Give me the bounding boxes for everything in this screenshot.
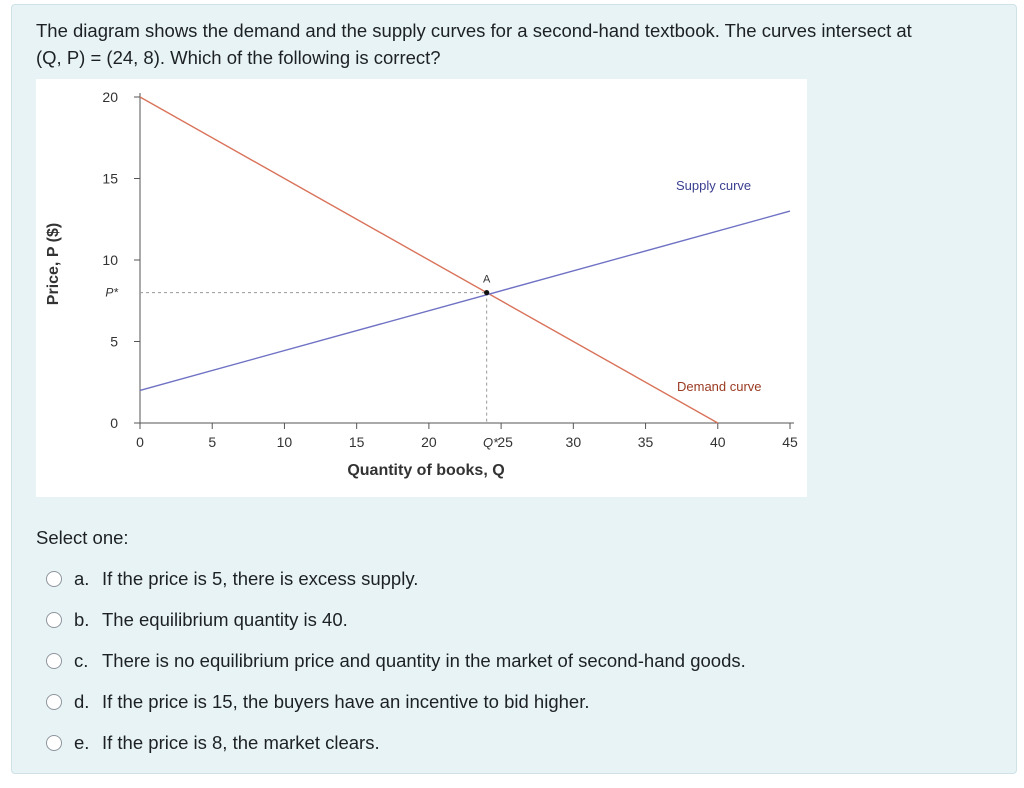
option-a[interactable]: a. If the price is 5, there is excess su… [36, 558, 996, 599]
option-e-text: If the price is 8, the market clears. [102, 731, 380, 753]
radio-d[interactable] [46, 693, 62, 710]
y-tick-label-15: 15 [102, 171, 118, 187]
option-b-text: The equilibrium quantity is 40. [102, 608, 348, 630]
option-b[interactable]: b. The equilibrium quantity is 40. [36, 599, 996, 640]
demand-curve-line [139, 96, 719, 424]
x-tick-label-40: 40 [710, 434, 726, 450]
y-axis-title: Price, P ($) [45, 223, 62, 305]
radio-a[interactable] [46, 570, 62, 587]
x-tick-label-5: 5 [208, 434, 216, 450]
x-axis-title: Quantity of books, Q [347, 462, 504, 479]
radio-b[interactable] [46, 611, 62, 628]
demand-curve-label: Demand curve [677, 379, 762, 394]
y-tick-label-20: 20 [102, 89, 118, 105]
supply-curve-label: Supply curve [676, 178, 751, 193]
supply-demand-figure: 0 5 10 15 20 30 35 40 45 Q* 25 0 5 10 15 20 P* Quantity o… [36, 79, 807, 497]
supply-curve-line [139, 210, 791, 392]
y-tick-label-10: 10 [102, 252, 118, 268]
option-c[interactable]: c. There is no equilibrium price and qua… [36, 640, 996, 681]
x-tick-label-15: 15 [349, 434, 365, 450]
x-tick-label-10: 10 [277, 434, 293, 450]
x-tick-label-q-star: Q* [483, 435, 499, 450]
radio-e[interactable] [46, 734, 62, 751]
question-line-1: The diagram shows the demand and the sup… [36, 20, 912, 41]
option-a-letter: a. [74, 567, 90, 589]
option-e[interactable]: e. If the price is 8, the market clears. [36, 722, 996, 763]
y-tick-label-0: 0 [110, 415, 118, 431]
x-tick-label-25: 25 [497, 434, 513, 450]
option-c-letter: c. [74, 649, 89, 671]
x-tick-label-45: 45 [782, 434, 798, 450]
question-text: The diagram shows the demand and the sup… [36, 17, 996, 71]
equilibrium-point [484, 290, 490, 296]
radio-c[interactable] [46, 652, 62, 669]
answer-options: a. If the price is 5, there is excess su… [36, 558, 996, 763]
equilibrium-label-a: A [483, 274, 491, 286]
option-d-text: If the price is 15, the buyers have an i… [102, 690, 590, 712]
supply-demand-chart: 0 5 10 15 20 30 35 40 45 Q* 25 0 5 10 15 20 P* Quantity o… [45, 89, 798, 479]
x-tick-label-35: 35 [638, 434, 654, 450]
y-tick-label-p-star: P* [105, 286, 118, 300]
option-c-text: There is no equilibrium price and quanti… [102, 649, 746, 671]
select-one-label: Select one: [36, 527, 129, 548]
option-b-letter: b. [74, 608, 90, 630]
option-e-letter: e. [74, 731, 90, 753]
option-d[interactable]: d. If the price is 15, the buyers have a… [36, 681, 996, 722]
question-line-2: (Q, P) = (24, 8). Which of the following… [36, 47, 441, 68]
option-a-text: If the price is 5, there is excess suppl… [102, 567, 419, 589]
y-tick-label-5: 5 [110, 334, 118, 350]
x-tick-label-30: 30 [566, 434, 582, 450]
question-card: The diagram shows the demand and the sup… [11, 4, 1017, 774]
x-tick-label-20: 20 [421, 434, 437, 450]
option-d-letter: d. [74, 690, 90, 712]
x-tick-label-0: 0 [136, 434, 144, 450]
